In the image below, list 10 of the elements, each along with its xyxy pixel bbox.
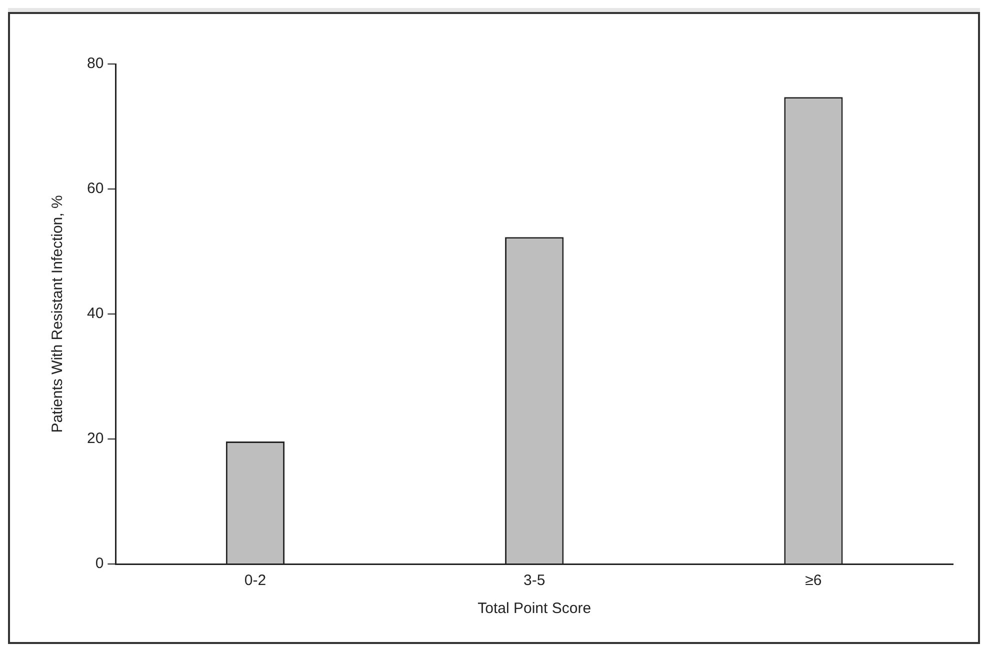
- y-tick-label: 20: [86, 430, 104, 448]
- x-tick-label: ≥6: [805, 572, 822, 590]
- x-tick-label: 0-2: [244, 572, 266, 590]
- y-tick-label: 0: [95, 555, 104, 572]
- y-tick-label: 40: [86, 305, 104, 322]
- x-axis-title: Total Point Score: [478, 600, 592, 618]
- y-axis-title: Patients With Resistant Infection, %: [49, 195, 66, 433]
- x-tick-label: 3-5: [524, 572, 546, 590]
- y-tick-label: 60: [86, 180, 104, 198]
- y-tick-label: 80: [86, 55, 104, 72]
